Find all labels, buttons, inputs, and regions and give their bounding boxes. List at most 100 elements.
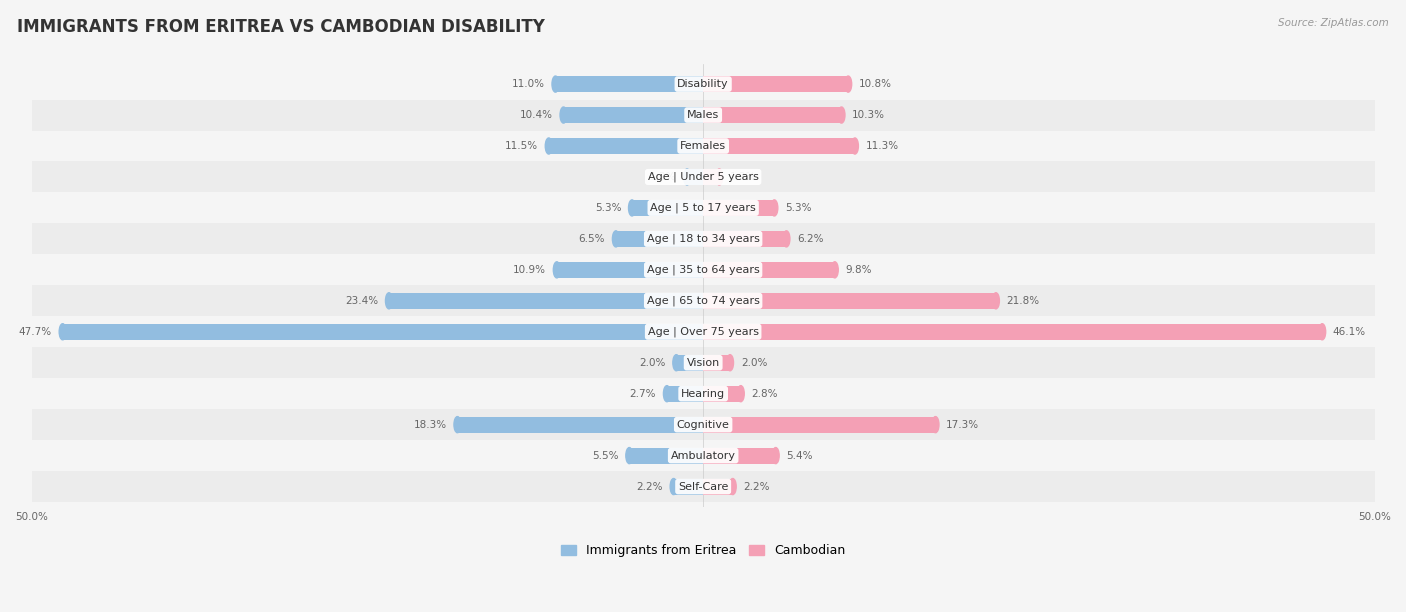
Circle shape [838,107,845,123]
Text: 46.1%: 46.1% [1333,327,1367,337]
Bar [703,200,775,216]
Text: IMMIGRANTS FROM ERITREA VS CAMBODIAN DISABILITY: IMMIGRANTS FROM ERITREA VS CAMBODIAN DIS… [17,18,544,36]
Bar [616,231,703,247]
Text: 11.5%: 11.5% [505,141,538,151]
Bar [703,76,848,92]
Text: 11.0%: 11.0% [512,79,544,89]
Circle shape [852,138,859,154]
Circle shape [553,76,560,92]
Bar [703,417,935,433]
Text: 21.8%: 21.8% [1007,296,1040,306]
Bar [564,107,703,123]
Text: Source: ZipAtlas.com: Source: ZipAtlas.com [1278,18,1389,28]
Text: Disability: Disability [678,79,728,89]
Bar [703,355,730,371]
Bar [32,130,1375,162]
Text: 18.3%: 18.3% [413,420,447,430]
Circle shape [628,200,636,216]
Bar [703,293,995,309]
Text: Age | 5 to 17 years: Age | 5 to 17 years [651,203,756,213]
Text: 2.7%: 2.7% [630,389,657,398]
Text: 1.2%: 1.2% [730,172,756,182]
Circle shape [772,447,779,464]
Bar [557,262,703,278]
Circle shape [737,386,744,401]
Text: Cognitive: Cognitive [676,420,730,430]
Text: 2.2%: 2.2% [637,482,662,491]
Text: 2.0%: 2.0% [640,358,665,368]
Text: 1.2%: 1.2% [650,172,676,182]
Bar [32,347,1375,378]
Text: Females: Females [681,141,727,151]
Text: Age | 65 to 74 years: Age | 65 to 74 years [647,296,759,306]
Bar [32,100,1375,130]
Text: 5.3%: 5.3% [785,203,811,213]
Circle shape [560,107,567,123]
Bar [32,192,1375,223]
Bar [703,107,841,123]
Text: Ambulatory: Ambulatory [671,450,735,461]
Circle shape [385,293,392,309]
Circle shape [770,200,778,216]
Bar [548,138,703,154]
Bar [630,447,703,464]
Circle shape [664,386,671,401]
Text: 2.2%: 2.2% [744,482,770,491]
Text: 5.3%: 5.3% [595,203,621,213]
Bar [32,440,1375,471]
Text: Hearing: Hearing [681,389,725,398]
Circle shape [554,262,561,278]
Bar [633,200,703,216]
Text: 10.4%: 10.4% [520,110,553,120]
Bar [32,378,1375,409]
Text: 6.5%: 6.5% [579,234,605,244]
Circle shape [783,231,790,247]
Bar [688,169,703,185]
Circle shape [831,262,838,278]
Bar [666,386,703,401]
Bar [32,162,1375,192]
Text: Vision: Vision [686,358,720,368]
Text: 10.9%: 10.9% [513,265,546,275]
Text: 5.4%: 5.4% [786,450,813,461]
Bar [703,138,855,154]
Bar [703,447,776,464]
Circle shape [932,417,939,433]
Text: Males: Males [688,110,720,120]
Bar [703,231,786,247]
Legend: Immigrants from Eritrea, Cambodian: Immigrants from Eritrea, Cambodian [557,539,851,562]
Bar [703,169,720,185]
Bar [703,262,835,278]
Circle shape [454,417,461,433]
Bar [457,417,703,433]
Bar [32,285,1375,316]
Circle shape [683,169,690,185]
Text: 17.3%: 17.3% [946,420,980,430]
Text: Age | 35 to 64 years: Age | 35 to 64 years [647,264,759,275]
Circle shape [993,293,1000,309]
Circle shape [546,138,553,154]
Bar [32,255,1375,285]
Text: Age | Under 5 years: Age | Under 5 years [648,172,759,182]
Text: 47.7%: 47.7% [18,327,52,337]
Circle shape [716,169,723,185]
Text: 9.8%: 9.8% [845,265,872,275]
Bar [703,386,741,401]
Text: 2.0%: 2.0% [741,358,768,368]
Text: 11.3%: 11.3% [866,141,898,151]
Text: 23.4%: 23.4% [344,296,378,306]
Text: 5.5%: 5.5% [592,450,619,461]
Circle shape [845,76,852,92]
Circle shape [613,231,620,247]
Bar [63,324,703,340]
Bar [555,76,703,92]
Text: 2.8%: 2.8% [752,389,778,398]
Bar [389,293,703,309]
Bar [32,471,1375,502]
Text: Age | Over 75 years: Age | Over 75 years [648,327,759,337]
Bar [32,69,1375,100]
Circle shape [626,447,633,464]
Circle shape [673,355,681,371]
Text: 10.8%: 10.8% [859,79,891,89]
Bar [32,223,1375,255]
